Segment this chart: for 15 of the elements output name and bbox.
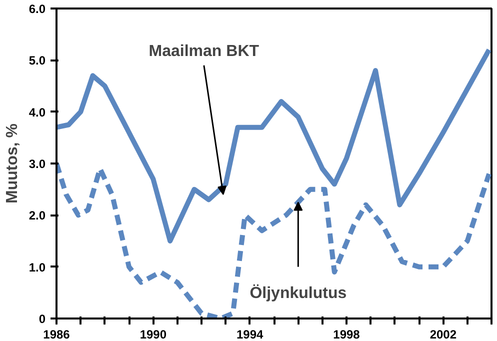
x-tick-label: 1998	[333, 328, 360, 341]
x-tick-label: 1990	[140, 328, 167, 341]
annotation: Öljynkulutus	[250, 284, 347, 302]
y-tick-label: 4.0	[28, 105, 46, 120]
y-tick-label: 5.0	[28, 54, 46, 68]
x-tick-label: 1994	[236, 328, 264, 341]
y-tick-label: 1.0	[28, 260, 46, 274]
y-tick-label: 6.0	[28, 2, 46, 16]
y-axis-title: Muutos, %	[4, 123, 21, 204]
y-tick-label: 3.0	[28, 157, 46, 171]
x-tick-label: 2002	[430, 328, 457, 341]
x-tick-label: 1986	[43, 328, 70, 341]
annotation: Maailman BKT	[148, 43, 260, 60]
y-tick-label: 0	[38, 312, 46, 326]
y-tick-label: 2.0	[28, 208, 46, 223]
